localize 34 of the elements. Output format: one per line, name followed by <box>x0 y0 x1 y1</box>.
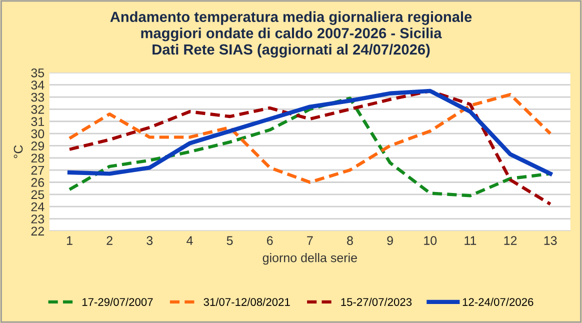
legend-label: 15-27/07/2023 <box>341 298 412 306</box>
y-tick-label: 30 <box>31 129 44 138</box>
y-tick-label: 26 <box>31 178 44 187</box>
y-tick-label: 25 <box>31 190 44 200</box>
x-axis-title: giorno della serie <box>262 253 357 265</box>
y-axis-title: °C <box>14 145 23 158</box>
x-tick-label: 5 <box>226 236 233 245</box>
legend-label: 12-24/07/2026 <box>462 298 534 306</box>
x-tick-label: 6 <box>267 236 273 245</box>
x-tick-label: 3 <box>146 236 153 245</box>
x-tick-label: 12 <box>504 236 517 245</box>
y-tick-label: 32 <box>31 105 44 114</box>
y-tick-label: 29 <box>31 142 44 150</box>
x-tick-label: 7 <box>307 236 313 245</box>
y-tick-label: 33 <box>31 92 44 102</box>
x-tick-label: 11 <box>464 236 476 245</box>
y-tick-label: 28 <box>31 154 44 163</box>
x-tick-label: 4 <box>186 236 193 245</box>
y-tick-label: 34 <box>31 80 44 90</box>
x-tick-label: 2 <box>106 236 112 245</box>
y-tick-label: 22 <box>31 226 44 236</box>
x-tick-label: 1 <box>66 236 72 245</box>
x-tick-label: 9 <box>387 236 393 245</box>
chart-title: Andamento temperatura media giornaliera regionale maggiori ondate di caldo 2007-2026 - Sicilia Dati Rete SIAS (aggiornati al 24/07/2026) <box>110 11 472 58</box>
x-tick-label: 13 <box>544 236 557 245</box>
y-tick-label: 24 <box>31 202 44 212</box>
y-tick-label: 35 <box>31 68 44 78</box>
y-tick-label: 31 <box>31 117 44 126</box>
x-tick-label: 8 <box>347 236 353 245</box>
y-tick-label: 23 <box>31 214 44 224</box>
legend-label: 31/07-12/08/2021 <box>204 298 290 306</box>
y-tick-label: 27 <box>31 166 44 175</box>
legend-label: 17-29/07/2007 <box>82 298 153 306</box>
x-tick-label: 10 <box>424 236 437 245</box>
